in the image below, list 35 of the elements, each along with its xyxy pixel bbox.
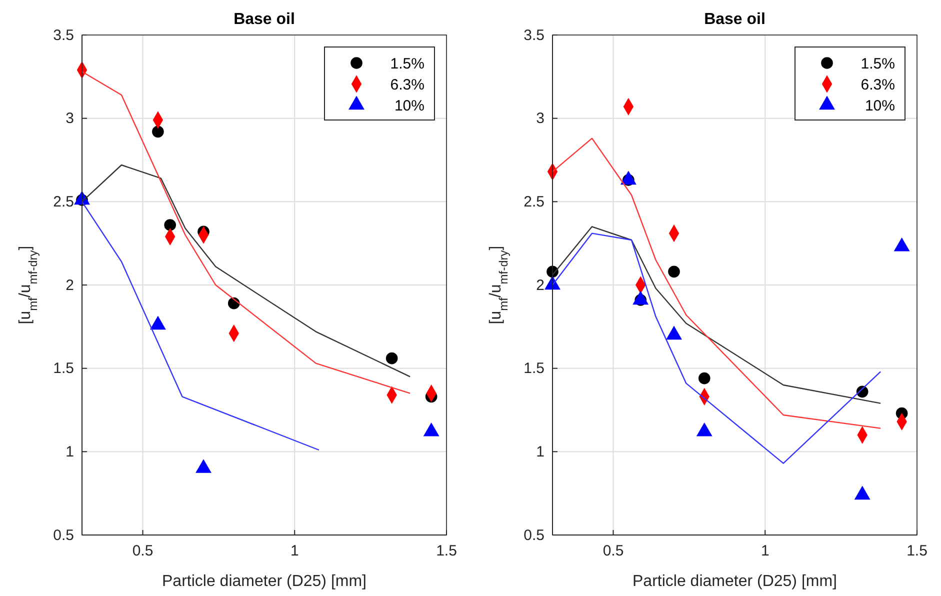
point: [698, 372, 710, 384]
point: [386, 352, 398, 364]
x-tick-label: 1: [290, 542, 299, 560]
y-tick-label: 1: [66, 443, 74, 460]
chart-title: Base oil: [704, 11, 766, 28]
x-axis-title: Particle diameter (D25) [mm]: [632, 573, 837, 590]
y-tick-label: 2: [536, 276, 544, 294]
legend-label: 6.3%: [860, 76, 895, 94]
y-tick-label: 1.5: [53, 360, 74, 378]
y-tick-label: 2.5: [524, 193, 544, 210]
point: [164, 219, 176, 231]
y-tick-label: 1: [536, 443, 544, 460]
legend-label: 10%: [394, 97, 424, 114]
legend-label: 1.5%: [860, 55, 895, 72]
y-tick-label: 3: [66, 110, 74, 128]
x-tick-label: 0.5: [132, 542, 154, 560]
x-axis-title: Particle diameter (D25) [mm]: [162, 573, 366, 590]
point: [152, 126, 164, 138]
y-tick-label: 3.5: [53, 26, 74, 44]
chart-title: Base oil: [234, 11, 295, 28]
legend-label: 6.3%: [390, 76, 424, 94]
legend-label: 1.5%: [390, 55, 424, 72]
y-tick-label: 2.5: [53, 193, 74, 210]
point: [668, 266, 680, 278]
x-tick-label: 1.5: [436, 542, 457, 560]
x-tick-label: 1: [760, 542, 770, 560]
y-tick-label: 0.5: [53, 526, 74, 544]
y-tick-label: 1.5: [524, 360, 544, 378]
y-tick-label: 3.5: [524, 26, 544, 44]
y-tick-label: 0.5: [524, 526, 544, 544]
x-tick-label: 0.5: [602, 542, 624, 560]
legend-label: 10%: [864, 97, 895, 114]
y-tick-label: 2: [66, 276, 74, 294]
x-tick-label: 1.5: [906, 542, 928, 560]
y-tick-label: 3: [536, 110, 544, 128]
